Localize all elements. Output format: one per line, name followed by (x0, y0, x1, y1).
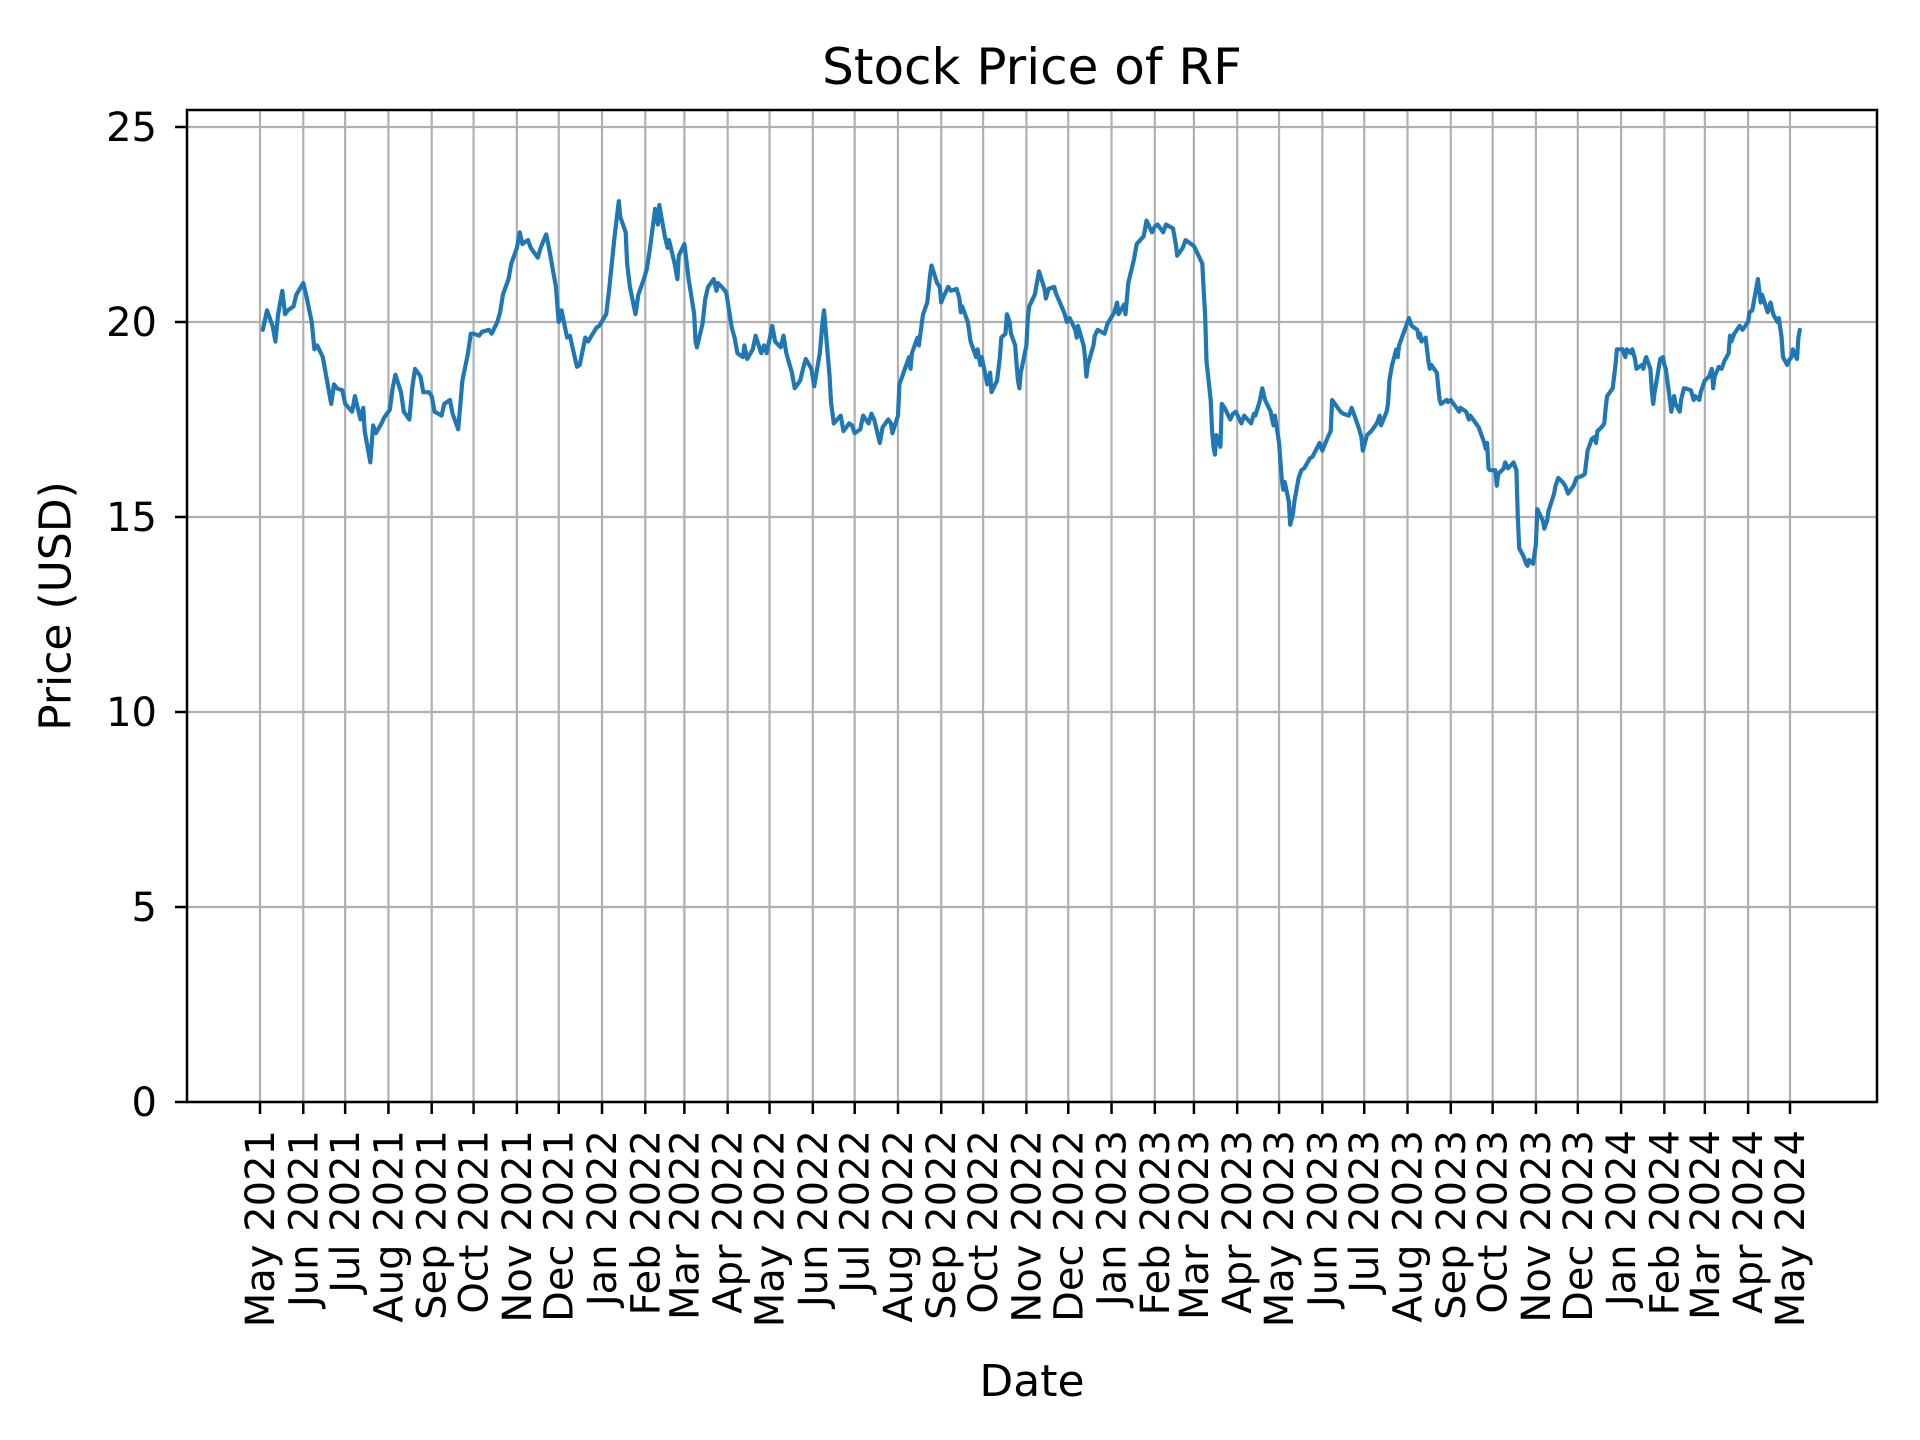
x-tick-label: Jan 2024 (1599, 1130, 1645, 1309)
x-tick-label: Sep 2022 (919, 1130, 965, 1320)
x-tick-label: Oct 2023 (1471, 1130, 1517, 1314)
x-tick-label: May 2022 (748, 1130, 794, 1327)
x-tick-label: Apr 2022 (706, 1130, 752, 1314)
gridlines (187, 110, 1877, 1104)
x-tick-label: Oct 2022 (961, 1130, 1007, 1314)
x-tick-label: Aug 2023 (1386, 1130, 1432, 1323)
x-tick-label: Jan 2022 (580, 1130, 626, 1309)
x-tick-label: Dec 2022 (1046, 1130, 1092, 1322)
x-tick-label: Jun 2021 (281, 1130, 327, 1310)
plot-border (185, 108, 1879, 1104)
x-tick-label: Dec 2023 (1556, 1130, 1602, 1322)
x-tick-label: Dec 2021 (537, 1130, 583, 1322)
x-tick-label: Aug 2021 (366, 1130, 412, 1323)
x-tick-label: Oct 2021 (452, 1130, 498, 1314)
x-tick-label: Jun 2022 (791, 1130, 837, 1310)
x-tick-label: Mar 2024 (1683, 1130, 1729, 1320)
x-tick-label: Jul 2023 (1342, 1130, 1388, 1296)
x-tick-label: Apr 2024 (1726, 1130, 1772, 1314)
x-tick-label: Feb 2022 (623, 1130, 669, 1315)
y-tick-label: 10 (106, 690, 157, 736)
x-tick-label: May 2024 (1768, 1130, 1814, 1327)
x-tick-label: Nov 2021 (495, 1130, 541, 1323)
x-tick-label: Apr 2023 (1215, 1130, 1261, 1314)
x-tick-label: Jul 2022 (833, 1130, 879, 1296)
x-tick-label: Feb 2024 (1642, 1130, 1688, 1315)
x-tick-label: Jan 2023 (1090, 1130, 1136, 1309)
x-tick-label: Jun 2023 (1300, 1130, 1346, 1310)
y-tick-label: 20 (106, 300, 157, 346)
x-tick-label: May 2023 (1257, 1130, 1303, 1327)
x-tick-label: Mar 2023 (1172, 1130, 1218, 1320)
price-line (260, 199, 1802, 568)
x-tick-label: Jul 2021 (323, 1130, 369, 1296)
x-tick-label: Feb 2023 (1133, 1130, 1179, 1315)
x-tick-label: Nov 2022 (1004, 1130, 1050, 1323)
x-axis-label: Date (979, 1356, 1085, 1407)
y-tick-label: 15 (106, 495, 157, 541)
x-tick-label: Sep 2021 (410, 1130, 456, 1320)
x-tick-label: Aug 2022 (876, 1130, 922, 1323)
x-tick-label: May 2021 (238, 1130, 284, 1327)
y-tick-label: 5 (132, 885, 157, 931)
tick-marks (175, 125, 1792, 1114)
y-tick-label: 0 (132, 1080, 157, 1126)
chart-title: Stock Price of RF (822, 38, 1242, 96)
x-tick-label: Sep 2023 (1429, 1130, 1475, 1320)
x-tick-label: Nov 2023 (1514, 1130, 1560, 1323)
x-tick-label: Mar 2022 (662, 1130, 708, 1320)
y-tick-label: 25 (106, 105, 157, 151)
